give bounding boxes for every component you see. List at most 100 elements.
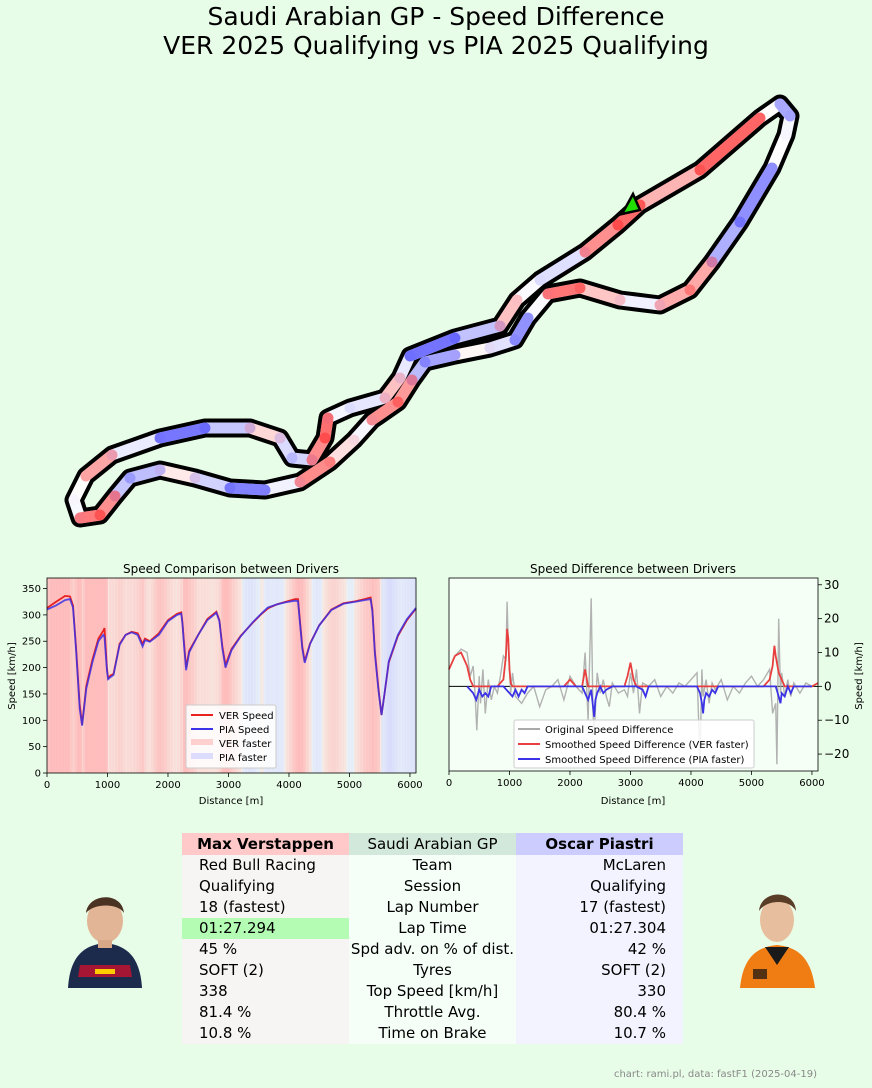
shade-band <box>74 578 77 773</box>
y-tick-label: 20 <box>824 612 839 626</box>
shade-band <box>184 578 187 773</box>
shade-band <box>231 578 234 773</box>
shade-band <box>391 578 394 773</box>
shade-band <box>307 578 309 773</box>
shade-band <box>183 578 185 773</box>
smoothed-pia-line <box>466 683 812 717</box>
shade-band <box>248 578 250 773</box>
shade-band <box>399 578 402 773</box>
shade-band <box>287 578 290 773</box>
cell-label: Team <box>349 855 516 876</box>
shade-band <box>252 578 255 773</box>
y-tick-label: 30 <box>824 578 839 592</box>
shade-band <box>375 578 377 773</box>
shade-band <box>223 578 226 773</box>
chart2-xlabel: Distance [m] <box>601 796 666 807</box>
shade-band <box>243 578 246 773</box>
shade-band <box>152 578 155 773</box>
shade-band <box>219 578 222 773</box>
chart2-frame <box>448 577 819 772</box>
cell-pia: Qualifying <box>516 876 683 897</box>
shade-band <box>134 578 137 773</box>
shade-band <box>140 578 143 773</box>
chart2-legend-box <box>513 719 755 769</box>
shade-band <box>229 578 232 773</box>
shade-band <box>372 578 374 773</box>
shade-band <box>149 578 152 773</box>
shade-band <box>267 578 270 773</box>
shade-band <box>344 578 347 773</box>
shade-band <box>370 578 373 773</box>
shade-band <box>361 578 364 773</box>
track-segment <box>106 432 166 461</box>
shade-band <box>125 578 128 773</box>
shade-band <box>337 578 340 773</box>
y-tick-label: 150 <box>22 689 41 700</box>
shade-band <box>373 578 376 773</box>
shade-band <box>122 578 125 773</box>
track-segment <box>706 216 746 268</box>
chart1-legend-box <box>185 704 277 769</box>
shade-band <box>353 578 356 773</box>
legend-pia-speed: PIA Speed <box>219 725 269 736</box>
chart1-frame <box>46 577 417 774</box>
shade-band <box>59 578 61 773</box>
shade-band <box>254 578 256 773</box>
shade-band <box>403 578 406 773</box>
shade-band <box>86 578 89 773</box>
shade-band <box>160 578 163 773</box>
shade-band <box>291 578 294 773</box>
track-segment <box>579 219 624 258</box>
shade-band <box>48 578 51 773</box>
shade-band <box>202 578 205 773</box>
shade-band <box>320 578 323 773</box>
track-segment <box>244 422 286 444</box>
cell-ver: SOFT (2) <box>182 960 349 981</box>
track-segment <box>406 356 431 386</box>
y-tick-label: 350 <box>22 584 41 595</box>
shade-band <box>261 578 264 773</box>
shade-band <box>325 578 328 773</box>
legend-smoothed-ver: Smoothed Speed Difference (VER faster) <box>545 740 749 751</box>
x-tick-label: 1000 <box>497 778 522 789</box>
shade-band <box>93 578 96 773</box>
shade-band <box>118 578 120 773</box>
shade-band <box>357 578 359 773</box>
shade-band <box>397 578 400 773</box>
y-tick-label: 0 <box>35 769 41 780</box>
shade-band <box>195 578 198 773</box>
shade-band <box>181 578 184 773</box>
track-segment <box>74 509 106 524</box>
shade-band <box>363 578 365 773</box>
shade-band <box>290 578 293 773</box>
shade-band <box>101 578 104 773</box>
shade-band <box>115 578 117 773</box>
shade-band <box>276 578 279 773</box>
shade-band <box>69 578 72 773</box>
header-driver-2: Oscar Piastri <box>516 833 683 855</box>
shade-band <box>102 578 105 773</box>
shade-band <box>367 578 370 773</box>
chart1-legend: VER Speed PIA Speed VER faster PIA faste… <box>185 704 277 769</box>
shade-band <box>360 578 362 773</box>
track-segment <box>224 482 271 496</box>
x-tick-label: 5000 <box>739 778 764 789</box>
shade-band <box>66 578 69 773</box>
shade-band <box>249 578 252 773</box>
shade-band <box>136 578 139 773</box>
cell-ver-best: 01:27.294 <box>182 918 349 939</box>
shade-band <box>151 578 154 773</box>
y-tick-label: −20 <box>824 747 849 761</box>
shade-band <box>272 578 275 773</box>
track-map <box>64 94 800 528</box>
shade-band <box>60 578 63 773</box>
table-row: 45 % Spd adv. on % of dist. 42 % <box>182 939 683 960</box>
chart1-xlabel: Distance [m] <box>199 796 264 807</box>
driver-portrait-piastri <box>740 894 815 988</box>
table-row: 01:27.294 Lap Time 01:27.304 <box>182 918 683 939</box>
shade-band <box>269 578 272 773</box>
shade-band <box>211 578 214 773</box>
shade-band <box>171 578 173 773</box>
shade-band <box>326 578 329 773</box>
pia-speed-line <box>46 598 417 726</box>
